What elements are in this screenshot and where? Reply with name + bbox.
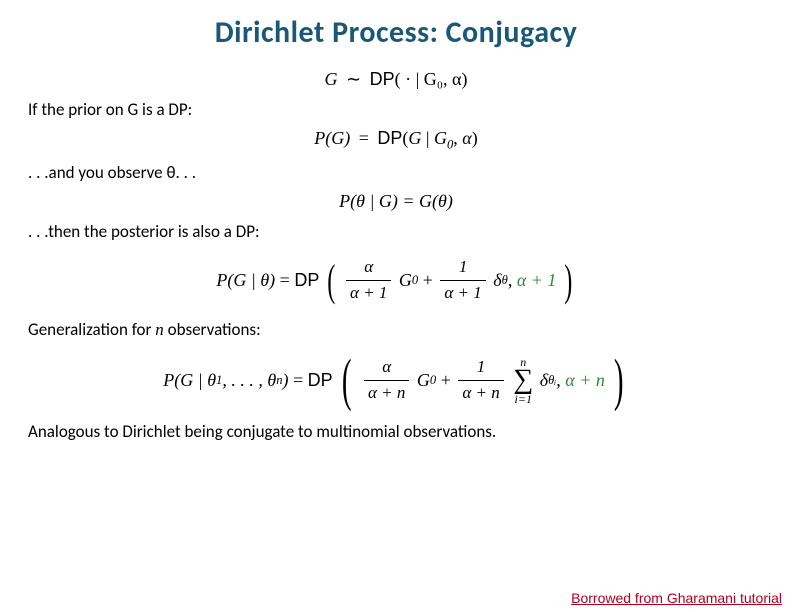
g0-sub: 0 [430, 372, 436, 389]
alpha: α [462, 128, 471, 148]
paren-open: ( [342, 357, 352, 403]
den: α + n [458, 381, 503, 405]
equals: = [280, 268, 290, 292]
gen-n: n [155, 320, 164, 339]
op-dp: DP [308, 368, 333, 392]
concentration: α + n [565, 368, 605, 392]
paren-close: ) [614, 357, 624, 403]
g-var: G [408, 128, 421, 148]
gen-prefix: Generalization for [28, 319, 155, 340]
text-analogous: Analogous to Dirichlet being conjugate t… [28, 421, 764, 444]
paren-open: ( [327, 263, 335, 298]
num: 1 [458, 356, 503, 381]
footer-credit: Borrowed from Gharamani tutorial [571, 590, 782, 606]
text-posterior: . . .then the posterior is also a DP: [28, 221, 764, 244]
summation: n ∑ i=1 [513, 354, 533, 407]
op-dp: DP [377, 128, 402, 148]
plus: + [423, 268, 433, 292]
g0: G [434, 128, 447, 148]
sum-bot: i=1 [513, 391, 533, 407]
bar: | [421, 128, 434, 148]
var-g: G [325, 69, 338, 89]
den: α + 1 [440, 281, 485, 305]
slide-content: G ∼ DP( · | G₀, α) If the prior on G is … [28, 67, 764, 444]
eq-g-sampled: G ∼ DP( · | G₀, α) [28, 67, 764, 91]
delta: δ [493, 268, 501, 292]
g0: G [417, 368, 430, 392]
comma: , [453, 128, 462, 148]
close: ) [472, 128, 478, 148]
lhs-close: ) [282, 368, 288, 392]
equals: = [355, 128, 373, 148]
text-generalization: Generalization for n observations: [28, 319, 764, 342]
frac-1: α α + n [364, 356, 409, 405]
gen-suffix: observations: [164, 319, 261, 340]
delta-sub: θᵢ [548, 372, 556, 389]
slide-title: Dirichlet Process: Conjugacy [28, 14, 764, 51]
plus: + [441, 368, 451, 392]
comma: , [556, 368, 561, 392]
g0-sub: 0 [412, 272, 418, 289]
sigma-icon: ∑ [513, 366, 533, 394]
g0: G [399, 268, 412, 292]
eq-posterior-n: P(G | θ1, . . . , θn) = DP ( α α + n G0 … [28, 354, 764, 407]
eq-posterior-single: P(G | θ) = DP ( α α + 1 G0 + 1 α + 1 δθ,… [28, 256, 764, 305]
slide-container: Dirichlet Process: Conjugacy G ∼ DP( · |… [0, 0, 792, 612]
equals: = [293, 368, 303, 392]
frac-2: 1 α + n [458, 356, 503, 405]
text-observe: . . .and you observe θ. . . [28, 162, 764, 185]
den: α + 1 [346, 281, 391, 305]
eq-p-theta-g: P(θ | G) = G(θ) [28, 189, 764, 213]
concentration: α + 1 [517, 268, 557, 292]
eq-p-g: P(G) = DP(G | G0, α) [28, 126, 764, 154]
num: α [346, 256, 391, 281]
comma: , [508, 268, 513, 292]
paren-close: ) [564, 263, 572, 298]
text-prior: If the prior on G is a DP: [28, 99, 764, 122]
delta: δ [540, 368, 548, 392]
num: α [364, 356, 409, 381]
tilde: ∼ [342, 69, 365, 89]
frac-2: 1 α + 1 [440, 256, 485, 305]
frac-1: α α + 1 [346, 256, 391, 305]
dots: , . . . , θ [222, 368, 276, 392]
lhs: P(G | θ) [216, 268, 275, 292]
den: α + n [364, 381, 409, 405]
op-dp: DP [370, 69, 395, 89]
args: ( · | G₀, α) [395, 69, 468, 89]
lhs: P(G) [314, 128, 350, 148]
op-dp: DP [294, 268, 319, 292]
num: 1 [440, 256, 485, 281]
eq-full: P(θ | G) = G(θ) [339, 191, 453, 211]
lhs-open: P(G | θ [163, 368, 216, 392]
